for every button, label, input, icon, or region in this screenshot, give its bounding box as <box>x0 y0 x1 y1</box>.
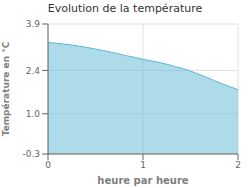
svg-text:-0.3: -0.3 <box>22 149 40 159</box>
html-text:Evolution de la température: Evolution de la température <box>47 2 203 15</box>
svg-text:2.4: 2.4 <box>26 66 41 76</box>
svg-text:Température en °C: Température en °C <box>8 41 11 136</box>
svg-text:2: 2 <box>235 160 241 170</box>
svg-text:1.0: 1.0 <box>26 109 41 119</box>
svg-text:3.9: 3.9 <box>26 19 41 29</box>
svg-text:heure par heure: heure par heure <box>97 175 188 186</box>
svg-text:1: 1 <box>140 160 146 170</box>
svg-text:0: 0 <box>45 160 51 170</box>
